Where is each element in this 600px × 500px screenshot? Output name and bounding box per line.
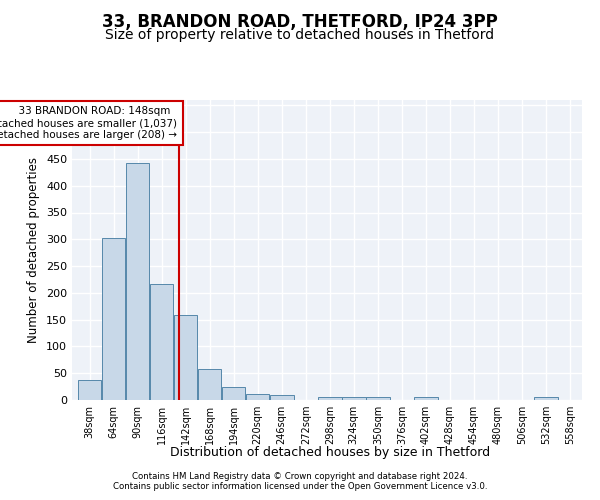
Bar bbox=[150, 284, 173, 400]
Y-axis label: Number of detached properties: Number of detached properties bbox=[28, 157, 40, 343]
Text: Contains public sector information licensed under the Open Government Licence v3: Contains public sector information licen… bbox=[113, 482, 487, 491]
Bar bbox=[102, 238, 125, 400]
Bar bbox=[414, 398, 437, 400]
Bar bbox=[534, 398, 558, 400]
Bar bbox=[246, 394, 269, 400]
Bar bbox=[222, 386, 245, 400]
Text: Size of property relative to detached houses in Thetford: Size of property relative to detached ho… bbox=[106, 28, 494, 42]
Bar bbox=[342, 397, 365, 400]
Text: Distribution of detached houses by size in Thetford: Distribution of detached houses by size … bbox=[170, 446, 490, 459]
Bar bbox=[126, 162, 149, 400]
Bar bbox=[78, 380, 101, 400]
Text: 33, BRANDON ROAD, THETFORD, IP24 3PP: 33, BRANDON ROAD, THETFORD, IP24 3PP bbox=[102, 12, 498, 30]
Bar bbox=[198, 369, 221, 400]
Bar bbox=[270, 395, 293, 400]
Bar bbox=[318, 398, 341, 400]
Text: Contains HM Land Registry data © Crown copyright and database right 2024.: Contains HM Land Registry data © Crown c… bbox=[132, 472, 468, 481]
Text: 33 BRANDON ROAD: 148sqm  
← 83% of detached houses are smaller (1,037)
17% of se: 33 BRANDON ROAD: 148sqm ← 83% of detache… bbox=[0, 106, 178, 140]
Bar bbox=[174, 316, 197, 400]
Bar bbox=[366, 397, 389, 400]
